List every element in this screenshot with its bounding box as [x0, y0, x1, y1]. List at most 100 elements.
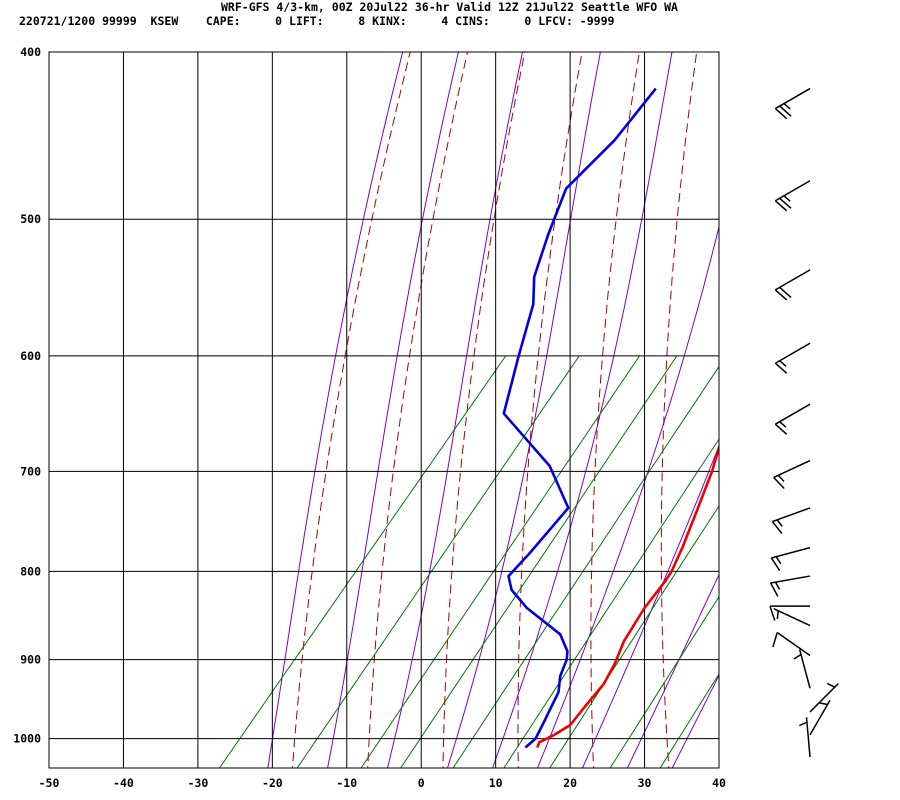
barb-staff [773, 608, 811, 627]
barb-flag [774, 107, 788, 120]
barb-half-flag [783, 102, 791, 110]
wind-barb [773, 608, 811, 627]
barb-staff [774, 342, 811, 364]
barb-half-flag [779, 360, 787, 367]
wind-barb [774, 87, 811, 120]
barb-staff [776, 631, 811, 657]
wind-barb [798, 717, 811, 758]
dry-adiabat [660, 52, 698, 768]
mixing-ratio-line [659, 673, 719, 768]
barb-staff [774, 180, 811, 202]
barb-staff [809, 683, 839, 713]
x-tick-label: -20 [262, 776, 283, 790]
header-indices-line: 220721/1200 99999 KSEW CAPE: 0 LIFT: 8 K… [19, 14, 615, 28]
dry-adiabat [291, 52, 411, 768]
barb-half-flag [793, 653, 802, 660]
dry-adiabat [795, 33, 820, 775]
moist-adiabat [626, 573, 719, 768]
wind-barb [774, 180, 811, 212]
barb-staff [809, 699, 831, 736]
wind-barb [770, 546, 811, 572]
dry-adiabat [517, 52, 583, 768]
dewpoint-profile [502, 87, 657, 749]
barb-staff [805, 717, 811, 758]
barb-half-flag [776, 610, 780, 620]
barb-flag [774, 200, 788, 212]
y-tick-label: 1000 [13, 732, 41, 746]
barb-staff [774, 403, 811, 425]
moist-adiabat [581, 444, 719, 768]
y-tick-label: 900 [20, 653, 41, 667]
dry-adiabat [367, 52, 469, 768]
header-title-line: WRF-GFS 4/3-km, 00Z 20Jul22 36-hr Valid … [221, 0, 678, 14]
barb-half-flag [777, 474, 785, 482]
barb-flag [769, 582, 779, 597]
barb-flag [774, 423, 788, 435]
barb-half-flag [774, 581, 781, 590]
barb-staff [774, 87, 811, 110]
moist-adiabat [536, 224, 719, 768]
barb-staff [773, 459, 811, 479]
y-tick-label: 400 [20, 45, 41, 59]
barb-staff [770, 575, 811, 584]
barb-half-flag [819, 702, 828, 706]
wind-barb [773, 459, 811, 490]
barb-flag [779, 197, 792, 209]
barb-staff [772, 507, 811, 523]
x-tick-label: 0 [418, 776, 425, 790]
barb-flag [771, 521, 783, 534]
mixing-ratio-line [549, 505, 719, 768]
temperature-profile [536, 443, 719, 748]
x-tick-label: -50 [39, 776, 60, 790]
wind-barb [769, 605, 810, 621]
moist-adiabat [267, 52, 404, 768]
dry-adiabat [859, 33, 895, 775]
barb-half-flag [798, 721, 808, 727]
dry-adiabat [442, 52, 526, 768]
barb-flag [779, 286, 792, 299]
wind-barb [771, 507, 811, 534]
x-tick-label: 30 [638, 776, 652, 790]
wind-barb [769, 575, 811, 597]
mixing-ratio-line [360, 355, 641, 768]
wind-barb [774, 342, 811, 374]
wind-barbs [769, 87, 839, 758]
barb-staff [774, 269, 811, 291]
plot-frame [48, 51, 720, 769]
x-tick-label: 40 [712, 776, 726, 790]
dry-adiabat [730, 33, 757, 775]
moist-adiabat [491, 52, 673, 768]
mixing-ratio-line [452, 365, 719, 768]
barb-half-flag [779, 421, 787, 428]
y-tick-label: 800 [20, 564, 41, 578]
wind-barb [772, 631, 811, 657]
barb-half-flag [776, 519, 783, 527]
mixing-ratio-line [609, 595, 719, 768]
barb-flag [779, 105, 792, 117]
wind-barb [809, 682, 839, 713]
barb-flag [774, 362, 788, 374]
y-tick-label: 700 [20, 464, 41, 478]
x-tick-label: -40 [113, 776, 134, 790]
barb-staff [798, 649, 811, 689]
x-tick-label: 20 [563, 776, 577, 790]
wind-barb [809, 699, 831, 736]
barb-staff [771, 546, 811, 559]
barb-half-flag [826, 682, 836, 688]
tick-labels: 400 500 600 700 800 900 1000 -50 -40 -30 -20 -10 0 10… [13, 45, 726, 790]
barb-flag [773, 476, 785, 490]
x-tick-label: 10 [489, 776, 503, 790]
background-lines [218, 33, 895, 775]
wind-barb [774, 403, 811, 435]
mixing-ratio-line [503, 438, 719, 768]
y-tick-label: 600 [20, 349, 41, 363]
barb-half-flag [775, 556, 782, 565]
mixing-ratio-line [296, 355, 580, 768]
y-tick-label: 500 [20, 212, 41, 226]
wind-barb [793, 649, 811, 689]
mixing-ratio-line [218, 355, 507, 768]
moist-adiabat [446, 52, 601, 768]
moist-adiabat [671, 674, 719, 768]
wind-barb [774, 269, 811, 301]
